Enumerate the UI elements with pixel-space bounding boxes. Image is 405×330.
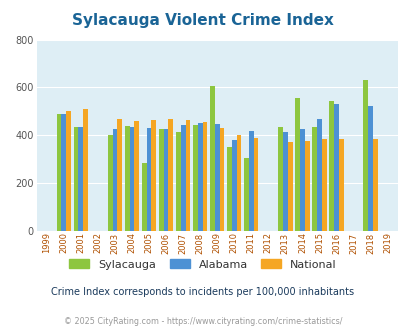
Bar xyxy=(83,109,88,231)
Bar xyxy=(168,118,173,231)
Bar xyxy=(243,158,248,231)
Text: © 2025 CityRating.com - https://www.cityrating.com/crime-statistics/: © 2025 CityRating.com - https://www.city… xyxy=(64,317,341,326)
Bar xyxy=(180,124,185,231)
Bar xyxy=(338,139,343,231)
Bar xyxy=(311,127,316,231)
Bar xyxy=(185,120,190,231)
Bar xyxy=(202,122,207,231)
Bar xyxy=(78,127,83,231)
Bar xyxy=(253,138,258,231)
Bar xyxy=(304,141,309,231)
Bar xyxy=(117,118,122,231)
Bar xyxy=(321,139,326,231)
Bar xyxy=(282,132,287,231)
Bar xyxy=(141,163,146,231)
Bar xyxy=(231,140,236,231)
Bar xyxy=(219,128,224,231)
Bar xyxy=(74,127,78,231)
Bar xyxy=(158,129,163,231)
Bar xyxy=(294,98,299,231)
Bar xyxy=(328,101,333,231)
Bar xyxy=(214,124,219,231)
Bar xyxy=(129,127,134,231)
Text: Crime Index corresponds to incidents per 100,000 inhabitants: Crime Index corresponds to incidents per… xyxy=(51,287,354,297)
Bar xyxy=(107,135,112,231)
Bar xyxy=(124,126,129,231)
Bar xyxy=(57,114,61,231)
Bar xyxy=(175,132,180,231)
Bar xyxy=(66,112,71,231)
Bar xyxy=(362,80,367,231)
Bar xyxy=(287,143,292,231)
Bar xyxy=(333,104,338,231)
Bar xyxy=(277,127,282,231)
Legend: Sylacauga, Alabama, National: Sylacauga, Alabama, National xyxy=(65,255,340,274)
Bar xyxy=(248,131,253,231)
Bar xyxy=(197,123,202,231)
Bar xyxy=(236,135,241,231)
Bar xyxy=(163,129,168,231)
Text: Sylacauga Violent Crime Index: Sylacauga Violent Crime Index xyxy=(72,13,333,28)
Bar xyxy=(112,129,117,231)
Bar xyxy=(316,118,321,231)
Bar xyxy=(226,147,231,231)
Bar xyxy=(61,114,66,231)
Bar xyxy=(367,106,372,231)
Bar xyxy=(192,124,197,231)
Bar xyxy=(134,121,139,231)
Bar xyxy=(146,128,151,231)
Bar xyxy=(372,139,377,231)
Bar xyxy=(209,86,214,231)
Bar xyxy=(299,129,304,231)
Bar xyxy=(151,120,156,231)
